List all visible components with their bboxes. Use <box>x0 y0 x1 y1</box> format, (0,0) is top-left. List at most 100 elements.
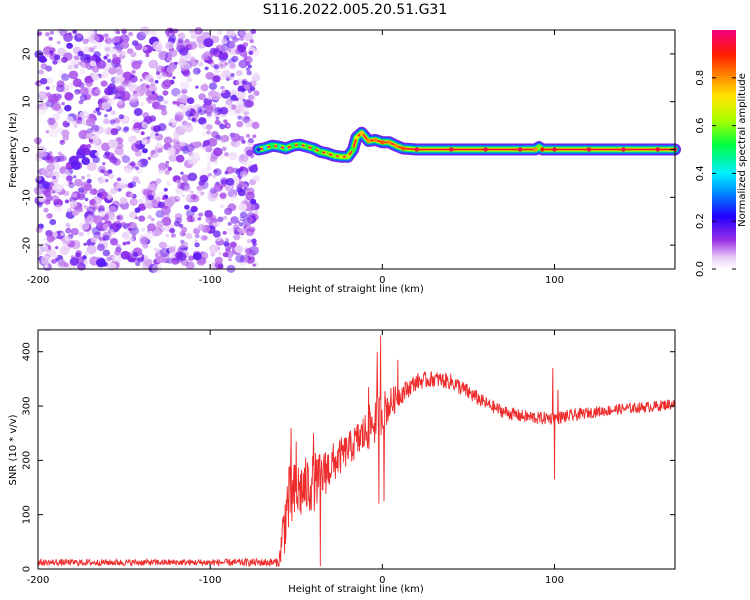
noise-blob <box>177 252 187 261</box>
noise-blob <box>122 241 127 246</box>
noise-blob <box>113 96 118 100</box>
noise-blob <box>215 134 221 140</box>
noise-blob <box>235 70 243 77</box>
noise-blob <box>116 243 121 249</box>
noise-blob <box>129 211 138 219</box>
noise-blob <box>224 207 233 215</box>
noise-blob <box>73 175 77 179</box>
noise-blob <box>203 38 214 48</box>
noise-blob <box>95 107 100 112</box>
noise-blob <box>196 35 206 44</box>
noise-blob <box>60 140 64 144</box>
noise-blob <box>53 204 63 212</box>
noise-blob <box>210 91 222 101</box>
colorbar-tick-label: 0.0 <box>695 261 706 277</box>
noise-blob <box>213 168 222 176</box>
noise-blob <box>46 92 52 98</box>
noise-blob <box>206 95 212 100</box>
noise-blob <box>141 227 145 232</box>
noise-blob <box>129 226 140 236</box>
spectrogram-y-tick-label: 0 <box>22 146 33 152</box>
noise-blob <box>40 78 48 85</box>
noise-blob <box>172 100 177 105</box>
noise-blob <box>45 32 50 37</box>
noise-blob <box>214 256 223 264</box>
noise-blob <box>168 122 173 126</box>
spectrogram-y-tick-label: 20 <box>22 48 33 61</box>
noise-blob <box>147 156 151 160</box>
noise-blob <box>228 105 232 109</box>
noise-blob <box>239 29 247 37</box>
noise-blob <box>135 166 140 171</box>
noise-blob <box>212 174 217 179</box>
noise-blob <box>227 222 232 226</box>
noise-blob <box>168 118 178 127</box>
noise-blob <box>234 97 239 102</box>
noise-blob <box>66 175 73 182</box>
noise-blob <box>116 47 123 54</box>
signal-trace-point <box>318 149 323 155</box>
noise-blob <box>142 243 149 249</box>
noise-blob <box>49 183 53 188</box>
noise-blob <box>242 53 248 58</box>
noise-blob <box>198 62 204 67</box>
noise-blob <box>245 133 251 138</box>
noise-blob <box>252 134 257 138</box>
snr-x-tick-label: -200 <box>27 575 50 586</box>
spectrogram-signal-trace <box>252 126 681 163</box>
noise-blob <box>190 190 194 194</box>
noise-blob <box>88 29 96 37</box>
noise-blob <box>239 170 248 178</box>
noise-blob <box>166 181 172 186</box>
noise-blob <box>239 255 249 263</box>
noise-blob <box>55 246 59 250</box>
noise-blob <box>158 241 167 249</box>
noise-blob <box>213 218 218 223</box>
noise-blob <box>100 169 105 174</box>
noise-blob <box>213 160 218 165</box>
noise-blob <box>161 109 168 116</box>
noise-blob <box>167 196 176 205</box>
noise-blob <box>35 175 42 182</box>
noise-blob <box>196 189 205 198</box>
noise-blob <box>198 93 206 101</box>
noise-blob <box>168 28 174 33</box>
noise-blob <box>97 204 105 212</box>
noise-blob <box>86 144 92 149</box>
noise-blob <box>101 95 109 103</box>
noise-blob <box>204 210 213 218</box>
spectrogram-x-tick-label: 0 <box>379 275 385 286</box>
noise-blob <box>164 80 172 86</box>
noise-blob <box>94 34 105 43</box>
noise-blob <box>251 121 260 129</box>
noise-blob <box>222 231 227 235</box>
noise-blob <box>61 155 67 161</box>
noise-blob <box>108 83 116 90</box>
noise-blob <box>199 174 208 183</box>
noise-blob <box>168 49 178 58</box>
noise-blob <box>76 32 83 39</box>
noise-blob <box>53 103 61 111</box>
noise-blob <box>179 141 186 147</box>
snr-y-tick-label: 300 <box>22 396 33 415</box>
noise-blob <box>187 116 192 120</box>
noise-blob <box>44 199 51 205</box>
noise-blob <box>91 129 96 134</box>
noise-blob <box>39 98 43 102</box>
noise-blob <box>53 54 61 61</box>
noise-blob <box>149 115 156 122</box>
noise-blob <box>153 128 158 133</box>
noise-blob <box>108 205 117 213</box>
noise-blob <box>169 228 176 234</box>
noise-blob <box>195 85 199 89</box>
snr-x-label: Height of straight line (km) <box>288 584 424 595</box>
noise-blob <box>223 241 230 247</box>
snr-frame <box>37 329 676 570</box>
noise-blob <box>177 32 186 40</box>
noise-blob <box>193 227 201 235</box>
noise-blob <box>248 218 253 223</box>
noise-blob <box>237 44 247 53</box>
signal-trace-point <box>393 143 399 148</box>
noise-blob <box>40 63 48 70</box>
noise-blob <box>219 123 226 130</box>
